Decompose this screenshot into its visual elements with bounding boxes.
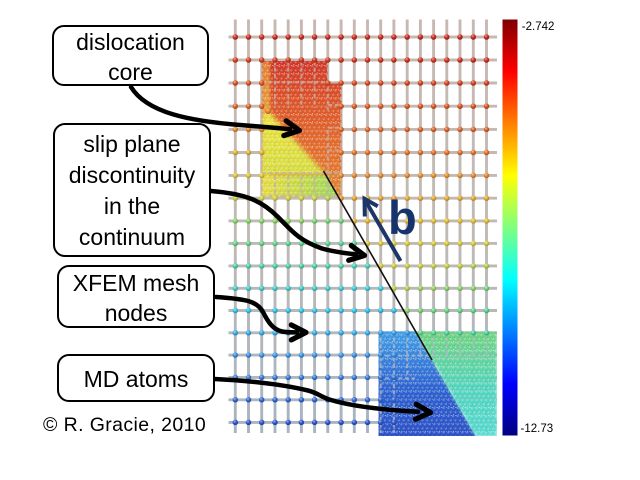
svg-text:b: b [388,191,417,244]
